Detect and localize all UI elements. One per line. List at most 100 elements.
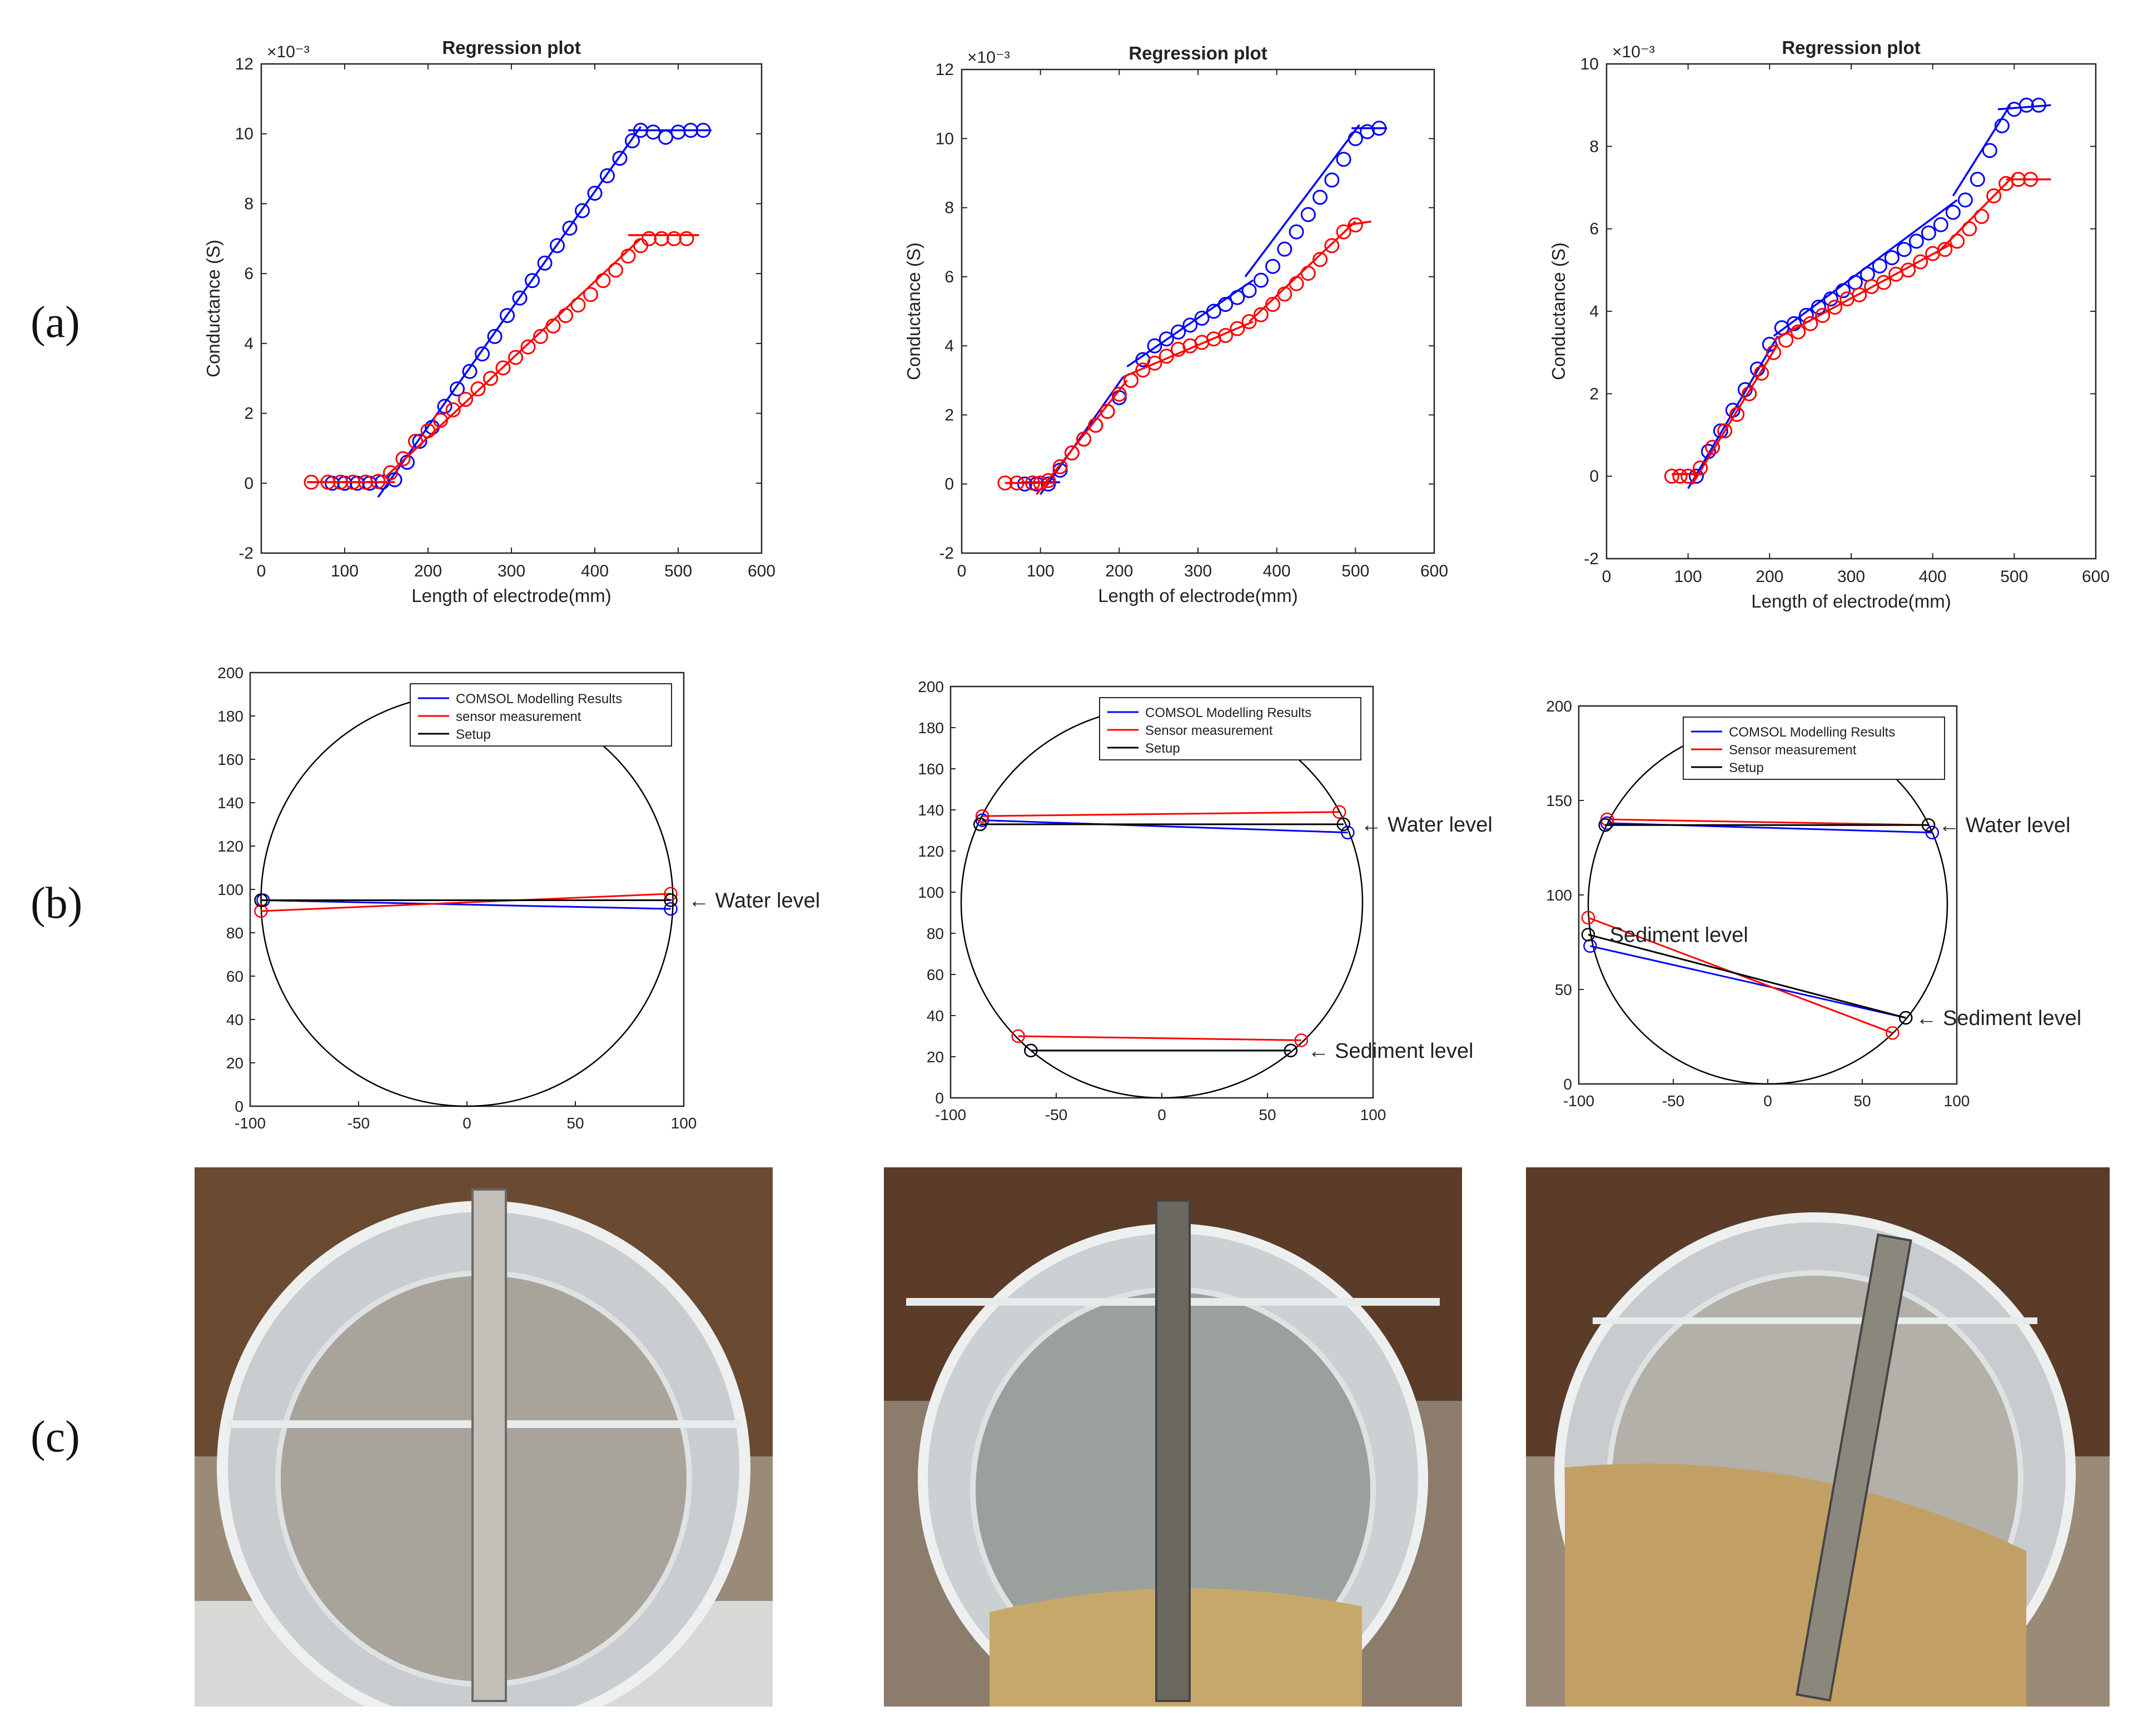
fit-line-blue [1997, 104, 2051, 111]
data-point-red [1324, 238, 1340, 253]
data-point-red [1123, 372, 1139, 388]
legend-label: COMSOL Modelling Results [456, 692, 622, 707]
legend-box [1683, 717, 1945, 780]
data-point-red [1901, 262, 1916, 278]
level-endpoint [254, 904, 268, 918]
level-annotation: ← Sediment level [1916, 1007, 2081, 1030]
data-point-blue [1194, 310, 1210, 326]
y-tick-label: 40 [226, 1011, 243, 1028]
data-point-blue [1336, 152, 1351, 167]
data-point-red [1348, 217, 1363, 233]
x-tick-label: 600 [2082, 568, 2110, 586]
data-point-red [1913, 254, 1928, 270]
data-point-red [620, 248, 636, 264]
data-point-red [520, 339, 536, 355]
level-line [982, 811, 1340, 817]
level-annotation: ← Water level [1361, 813, 1493, 837]
data-point-red [1033, 475, 1048, 491]
chart-title: Regression plot [1782, 37, 1920, 58]
data-point-blue [1324, 172, 1340, 188]
y-tick-label: 60 [226, 968, 243, 985]
x-tick-label: 400 [1263, 562, 1291, 580]
x-tick-label: -100 [235, 1115, 266, 1132]
data-point-red [1076, 431, 1092, 447]
x-tick-label: 0 [257, 562, 266, 580]
y-tick-label: 4 [244, 335, 253, 353]
data-point-red [595, 273, 611, 288]
level-endpoint [1294, 1033, 1309, 1047]
y-tick-label: 0 [944, 475, 954, 494]
data-point-red [2023, 172, 2038, 187]
data-point-red [395, 451, 411, 466]
ruler [1155, 1200, 1191, 1702]
row-label-c: (c) [31, 1412, 80, 1461]
data-point-red [1672, 469, 1688, 484]
y-tick-label: 200 [1546, 698, 1572, 715]
data-point-red [1827, 300, 1843, 315]
y-tick-label: 20 [927, 1048, 944, 1066]
x-tick-label: -100 [1563, 1092, 1594, 1110]
data-point-red [1986, 188, 2002, 203]
y-tick-label: 160 [217, 751, 243, 768]
x-tick-label: 100 [331, 562, 359, 580]
data-point-blue [1348, 131, 1363, 146]
y-exponent-label: ×10⁻³ [1612, 43, 1655, 61]
y-tick-label: 12 [936, 61, 954, 79]
y-tick-label: 4 [944, 337, 954, 355]
level-endpoint [1341, 825, 1355, 839]
y-tick-label: 120 [217, 838, 243, 855]
data-point-red [1754, 365, 1769, 381]
data-point-red [1111, 386, 1127, 402]
data-point-blue [1041, 476, 1056, 492]
data-point-blue [500, 308, 515, 324]
y-tick-label: 100 [1546, 887, 1572, 904]
fit-line-red [1347, 220, 1371, 226]
y-tick-label: 100 [918, 884, 944, 901]
legend-label: sensor measurement [456, 709, 581, 724]
data-point-blue [695, 122, 711, 138]
data-point-blue [1884, 250, 1900, 266]
data-point-blue [462, 364, 478, 379]
x-tick-label: 100 [1027, 562, 1055, 580]
level-line [982, 819, 1348, 834]
data-point-blue [1823, 291, 1838, 307]
data-point-blue [1312, 190, 1328, 205]
cross-section-chart-1: -100 -50 0 50 100 0 20 40 60 80 100 120 140 160 180 200… [217, 664, 820, 1132]
level-line [1018, 1035, 1301, 1041]
legend-box [1099, 697, 1361, 760]
cross-section-chart-3: -100 -50 0 50 100 0 50 100 150 200 COMSOL Modellin… [1546, 698, 2081, 1110]
data-point-blue [658, 130, 673, 145]
data-point-red [997, 475, 1013, 491]
x-tick-label: 500 [664, 562, 692, 580]
legend-label: Sensor measurement [1729, 743, 1857, 758]
x-tick-label: 400 [1919, 568, 1947, 586]
data-point-blue [1749, 361, 1765, 377]
data-point-blue [587, 186, 603, 201]
data-point-red [679, 231, 694, 246]
data-point-red [1950, 233, 1965, 249]
y-tick-label: 10 [936, 130, 954, 148]
y-tick-label: 40 [927, 1007, 944, 1024]
data-point-blue [1182, 317, 1198, 333]
y-tick-label: 200 [918, 678, 944, 695]
row-label-b: (b) [31, 879, 83, 928]
y-tick-label: 0 [244, 474, 253, 493]
data-point-red [445, 402, 461, 417]
y-tick-label: 6 [244, 265, 253, 283]
chart-title: Regression plot [1128, 43, 1267, 63]
data-point-blue [575, 203, 590, 218]
level-endpoint [1284, 1043, 1298, 1058]
data-point-red [545, 318, 561, 334]
x-tick-label: 0 [1763, 1092, 1772, 1110]
x-tick-label: 100 [671, 1115, 697, 1132]
level-endpoint [1921, 818, 1936, 832]
x-tick-label: 100 [1944, 1092, 1970, 1110]
data-point-red [420, 423, 436, 439]
level-endpoint [254, 893, 268, 907]
data-point-blue [537, 255, 553, 271]
x-tick-label: 200 [414, 562, 442, 580]
data-point-red [433, 412, 448, 428]
y-tick-label: 10 [235, 125, 253, 143]
legend-label: Setup [1145, 741, 1180, 756]
y-tick-label: 50 [1555, 981, 1572, 998]
